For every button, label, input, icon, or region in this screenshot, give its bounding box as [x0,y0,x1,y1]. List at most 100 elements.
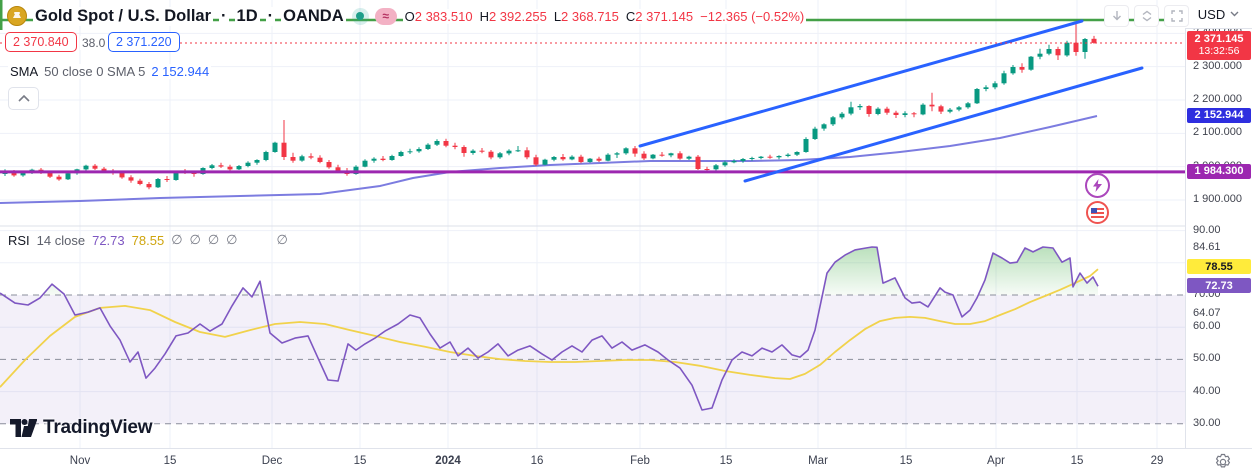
sma-price-tag[interactable]: 2 152.944 [1187,107,1251,123]
candle-body [317,157,323,162]
pane-controls [1104,5,1189,27]
chart-canvas[interactable] [0,0,1185,448]
order-price-box[interactable]: 2 371.220 [108,32,180,52]
tradingview-glyph-icon [10,419,37,437]
time-axis-label: 2024 [435,455,461,467]
candle-body [848,107,854,114]
currency-selector[interactable]: USD [1185,0,1252,29]
candle-body [299,156,305,161]
candle-body [263,152,269,160]
candle-body [308,156,314,158]
candle-body [551,157,557,160]
candle-body [47,173,53,177]
candle-body [407,151,413,153]
collapse-legend-button[interactable] [8,87,39,110]
chevron-down-icon [1230,11,1239,17]
candle-body [767,156,773,158]
candle-body [749,158,755,159]
candle-body [101,168,107,172]
trend-channel-line[interactable] [743,66,1144,183]
candle-body [272,142,278,152]
time-axis-label: Mar [808,455,828,467]
axis-settings-gear-icon[interactable] [1213,452,1233,472]
candle-body [578,156,584,162]
collapse-pane-button[interactable] [1134,5,1159,27]
trend-channel-line[interactable] [638,19,1084,148]
candle-body [56,176,62,180]
candle-body [290,157,296,161]
close-value: 2 371.145 [635,8,694,24]
candle-body [983,87,989,89]
exchange-label[interactable]: OANDA [281,6,346,26]
candle-body [992,83,998,88]
candle-body [713,165,719,170]
rsi-rsi-tag[interactable]: 72.73 [1187,278,1251,294]
candle-body [389,156,395,160]
sma-value: 2 152.944 [151,64,210,79]
price-axis-label: 2 100.000 [1193,126,1242,139]
candle-body [209,165,215,168]
candle-body [281,142,287,157]
sma-params: 50 close 0 SMA 5 [44,64,146,79]
symbol-legend[interactable]: Gold Spot / U.S. Dollar · 1D · OANDA ≈ O… [7,6,807,26]
approx-data-badge[interactable]: ≈ [374,7,397,25]
candle-body [497,153,503,158]
price-axis-label: 1 900.000 [1193,193,1242,205]
candle-body [398,152,404,156]
time-axis[interactable]: Nov 15 Dec 15 2024 16 Feb 15 Mar 15 Apr 15 29 [0,448,1252,474]
candle-body [965,103,971,108]
rsi-null-value: ∅ [226,232,238,247]
candle-body [479,150,485,152]
candle-body [380,158,386,160]
sma-indicator-legend[interactable]: SMA 50 close 0 SMA 5 2 152.944 [8,64,212,79]
time-axis-label: 15 [719,455,733,467]
rsi-value: 72.73 [92,232,125,248]
symbol-title[interactable]: Gold Spot / U.S. Dollar [33,6,214,26]
rsi-ma-tag[interactable]: 78.55 [1187,259,1251,275]
candle-body [254,160,260,163]
candle-body [659,154,665,156]
candle-body [668,153,674,156]
chevron-up-icon [17,94,30,102]
rsi-null-value: ∅ [171,232,183,247]
candle-body [425,144,431,149]
candle-body [65,173,71,180]
tradingview-logo[interactable]: TradingView [10,417,153,439]
candle-body [506,150,512,154]
rsi-axis-label: 64.07 [1193,307,1221,320]
candle-body [146,184,152,188]
collapse-icon [1142,10,1151,22]
bar-countdown: 13:32:56 [1198,45,1240,58]
title-separator: · [219,6,229,26]
ohlc-readout: O2 383.510 H2 392.255 L2 368.715 C2 371.… [402,8,807,24]
currency-label: USD [1197,6,1226,22]
market-open-icon[interactable] [351,7,369,25]
sma-50-line[interactable] [0,115,1098,204]
candle-body [83,165,89,170]
candle-body [821,124,827,129]
time-axis-label: 15 [163,455,177,467]
time-axis-label: Apr [987,455,1005,467]
candle-body [20,172,26,176]
candle-body [758,156,764,158]
rsi-line[interactable] [0,246,1099,411]
title-separator-2: · [265,6,276,26]
alert-price-box[interactable]: 2 370.840 [5,32,77,52]
rsi-indicator-legend[interactable]: RSI 14 close 72.73 78.55 ∅ ∅ ∅ ∅ ∅ [8,232,288,248]
candle-body [452,145,458,147]
move-pane-down-button[interactable] [1104,5,1129,27]
time-axis-label: 29 [1150,455,1164,467]
interval-label[interactable]: 1D [234,6,260,26]
candle-body [326,162,332,168]
us-economic-event-icon[interactable] [1086,201,1109,224]
purple-line-price-tag[interactable]: 1 984.300 [1187,163,1251,179]
last-price-tag[interactable]: 2 371.145 13:32:56 [1187,30,1251,60]
maximize-pane-button[interactable] [1164,5,1189,27]
candle-body [137,180,143,184]
candle-body [605,154,611,161]
rsi-ma-line[interactable] [0,268,1099,388]
alert-lightning-icon[interactable] [1085,173,1110,198]
candle-body [470,150,476,153]
candle-body [686,156,692,159]
